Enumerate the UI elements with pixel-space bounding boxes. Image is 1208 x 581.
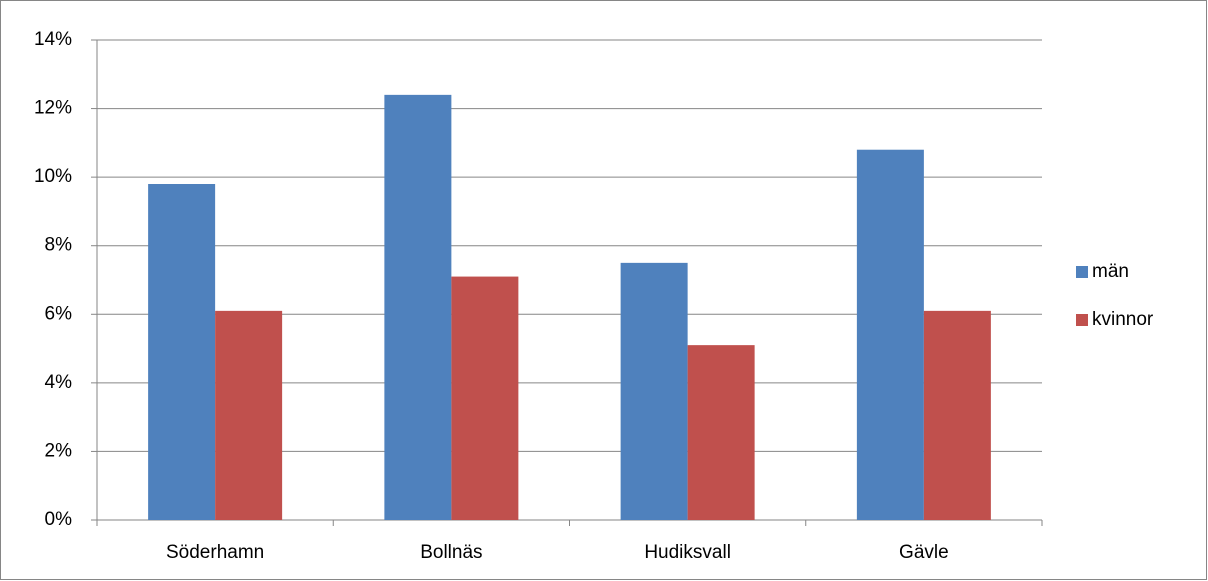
bar: [384, 94, 452, 520]
legend-label: kvinnor: [1092, 309, 1154, 330]
bar: [148, 184, 216, 520]
x-tick-label: Bollnäs: [420, 542, 482, 563]
bar: [856, 149, 924, 520]
bar: [215, 310, 283, 520]
x-tick-label: Söderhamn: [166, 542, 264, 563]
legend-swatch: [1076, 266, 1088, 278]
y-tick-label: 2%: [45, 440, 73, 461]
y-tick-label: 12%: [34, 98, 72, 119]
y-tick-label: 8%: [45, 235, 73, 256]
y-tick-label: 0%: [45, 509, 73, 530]
y-tick-label: 6%: [45, 303, 73, 324]
bar: [923, 310, 991, 520]
x-tick-label: Gävle: [899, 542, 949, 563]
y-tick-label: 10%: [34, 166, 72, 187]
y-tick-label: 14%: [34, 29, 72, 50]
bar: [451, 276, 519, 520]
bar: [687, 345, 755, 520]
legend-label: män: [1092, 261, 1129, 282]
x-tick-label: Hudiksvall: [644, 542, 731, 563]
bar: [620, 262, 688, 520]
y-tick-label: 4%: [45, 372, 73, 393]
legend-swatch: [1076, 314, 1088, 326]
